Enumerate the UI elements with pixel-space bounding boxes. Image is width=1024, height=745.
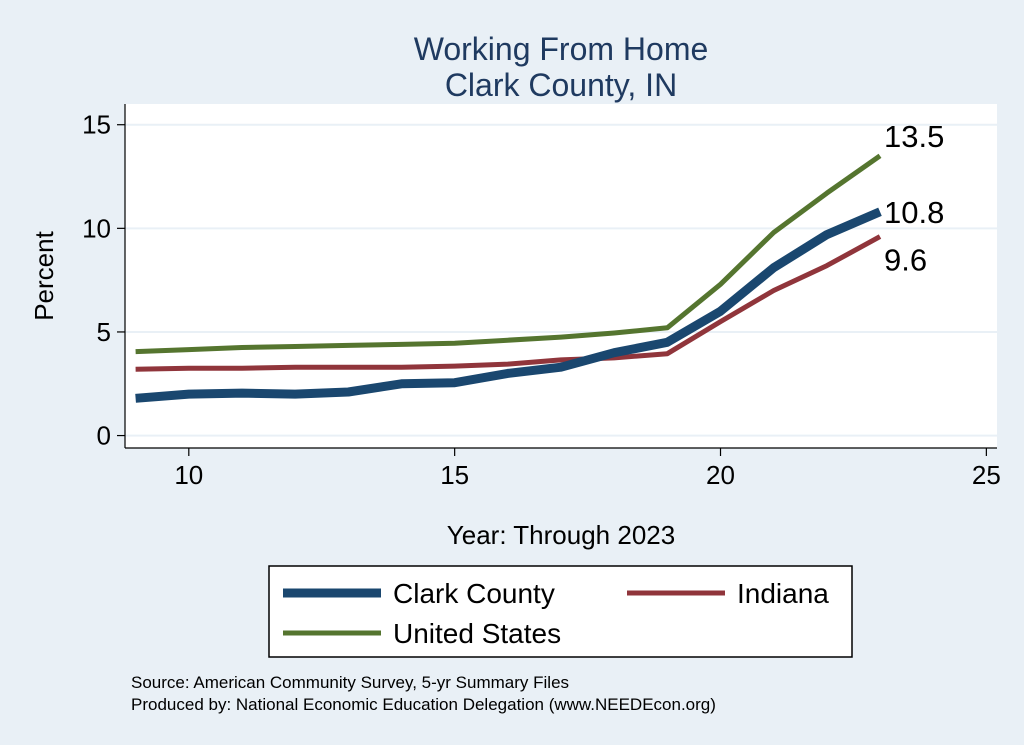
x-tick-label: 20 bbox=[706, 460, 735, 490]
legend-label: Clark County bbox=[393, 578, 555, 609]
series-lines bbox=[135, 153, 882, 403]
legend-label: United States bbox=[393, 618, 561, 649]
chart-title: Working From Home bbox=[414, 31, 709, 67]
y-tick-label: 5 bbox=[97, 317, 111, 347]
legend-label: Indiana bbox=[737, 578, 829, 609]
x-tick-label: 10 bbox=[174, 460, 203, 490]
axes: 0 5 10 15 10 15 20 25 bbox=[82, 104, 1001, 490]
x-tick-label: 25 bbox=[972, 460, 1001, 490]
legend-box bbox=[268, 565, 853, 658]
x-axis-label: Year: Through 2023 bbox=[447, 520, 675, 550]
end-label-clark-county: 10.8 bbox=[884, 195, 944, 230]
y-tick-label: 15 bbox=[82, 110, 111, 140]
legend: Clark County Indiana United States bbox=[268, 565, 853, 658]
y-tick-label: 10 bbox=[82, 213, 111, 243]
end-label-united-states: 13.5 bbox=[884, 119, 944, 154]
y-axis-label: Percent bbox=[29, 230, 59, 320]
y-tick-label: 0 bbox=[97, 421, 111, 451]
source-line-1: Source: American Community Survey, 5-yr … bbox=[131, 673, 569, 692]
series-line-united-states bbox=[135, 153, 882, 355]
series-line-clark-county bbox=[135, 207, 882, 403]
end-labels: 10.8 9.6 13.5 bbox=[884, 119, 944, 278]
series-line-indiana bbox=[135, 234, 882, 372]
chart-subtitle: Clark County, IN bbox=[445, 67, 677, 103]
source-line-2: Produced by: National Economic Education… bbox=[131, 695, 716, 714]
x-tick-label: 15 bbox=[440, 460, 469, 490]
end-label-indiana: 9.6 bbox=[884, 243, 927, 278]
